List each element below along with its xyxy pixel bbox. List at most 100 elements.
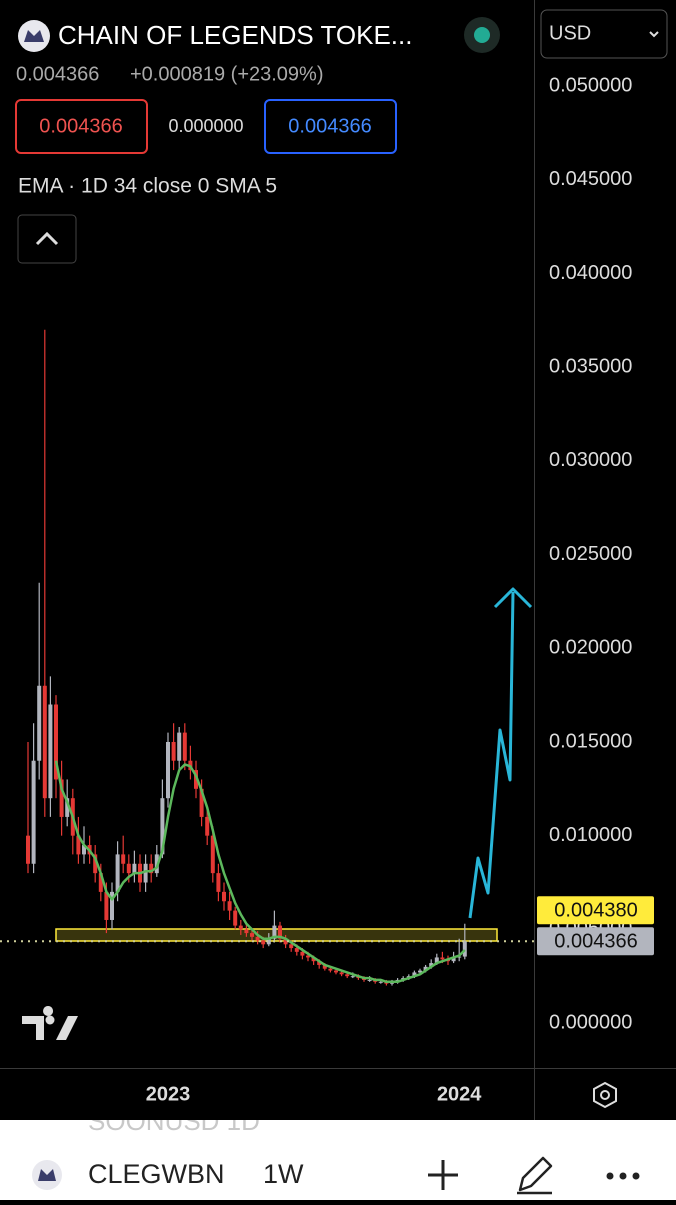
price-tag-label: 0.004366 [554,931,637,953]
candle-body [278,925,282,939]
y-tick-label: 0.035000 [549,356,632,378]
candle-body [283,938,288,945]
candle-body [82,845,86,855]
currency-select[interactable] [540,9,668,59]
y-tick-label: 0.045000 [549,168,632,190]
collapse-button[interactable] [17,214,77,264]
candle-body [104,891,109,920]
candle-body [451,957,456,962]
buy-button[interactable] [264,99,397,154]
candle-body [166,741,170,799]
projection-arrow[interactable] [468,591,515,919]
y-tick-label: 0.040000 [549,262,632,284]
candle-body [160,798,165,855]
more-button[interactable] [606,1172,640,1180]
buy-price: 0.004366 [288,115,371,137]
candle-body [42,685,47,799]
candle-body [250,933,254,937]
plot [0,329,534,986]
candle-body [334,970,338,973]
sell-price: 0.004366 [39,115,122,137]
market-status [474,27,490,43]
candle-body [205,816,210,836]
logo-dot [45,1015,55,1025]
candle-body [440,957,445,960]
dot [606,1172,614,1180]
x-tick-label: 2024 [437,1083,482,1105]
candle-body [149,863,154,874]
footer-interval[interactable]: 1W [263,1159,304,1189]
candle-body [126,863,131,874]
footer-icon-mark [38,1169,56,1181]
candle-body [121,854,126,864]
candle-body [311,957,316,962]
chevron-up [35,231,59,246]
candle-body [182,732,187,761]
candle-body [210,835,215,874]
last-price: 0.004366 [16,63,99,85]
y-tick-label: 0.050000 [549,74,632,96]
candle-body [328,968,333,971]
candle-body [306,955,310,958]
candle-body [418,970,422,973]
candle-body [457,956,462,958]
candle-body [37,685,42,761]
candle-body [429,963,434,967]
candle-body [59,779,64,817]
symbol-title[interactable]: CHAIN OF LEGENDS TOKE... [58,20,412,50]
y-tick-label: 0.015000 [549,730,632,752]
candle-body [294,948,299,952]
candle-body [255,936,260,941]
settings-icon-core [600,1090,610,1100]
draw-button[interactable] [517,1156,553,1195]
candle-body [132,863,137,874]
currency-label: USD [549,22,591,44]
candle-body [272,925,277,939]
candle-body [48,704,53,799]
tradingview-logo [22,1006,78,1040]
candle-body [434,957,439,964]
candle-body [115,854,120,892]
previous-symbol: SOONUSD 1D [88,1106,260,1136]
candle-body [65,798,70,817]
y-tick-label: 0.020000 [549,637,632,659]
candle-body [177,732,182,761]
support-zone[interactable] [55,928,498,942]
candle-body [289,944,294,949]
candle-body [110,891,114,920]
spread: 0.000000 [168,116,243,136]
candle-body [322,964,327,969]
x-tick-label: 2023 [146,1083,191,1105]
candle-body [194,770,198,789]
candle-body [462,941,467,957]
candle-body [54,704,58,780]
candle-body [345,974,350,977]
candle-body [26,835,30,864]
footer-symbol[interactable]: CLEGWBN [88,1159,225,1189]
price-change: +0.000819 (+23.09%) [130,63,324,85]
sell-button[interactable] [15,99,148,154]
settings-button[interactable] [593,1081,617,1109]
bottom-bar [0,1120,676,1200]
candle-body [261,940,266,945]
candle-body [300,951,305,956]
candle-body [143,863,148,883]
indicator-label[interactable]: EMA · 1D 34 close 0 SMA 5 [18,175,277,198]
candle-body [339,972,344,975]
candle-body [227,901,232,911]
candle-body [423,966,428,971]
candle-body [367,979,372,981]
candle-body [93,854,98,874]
candle-body [98,873,103,892]
candle-body [350,976,355,978]
arrow-head [493,587,533,609]
add-button[interactable] [428,1160,458,1190]
price-tag [537,927,654,956]
y-tick-label: 0.030000 [549,449,632,471]
candle-body [222,891,226,902]
candle-body [266,938,271,945]
dropdown-caret [649,31,659,38]
